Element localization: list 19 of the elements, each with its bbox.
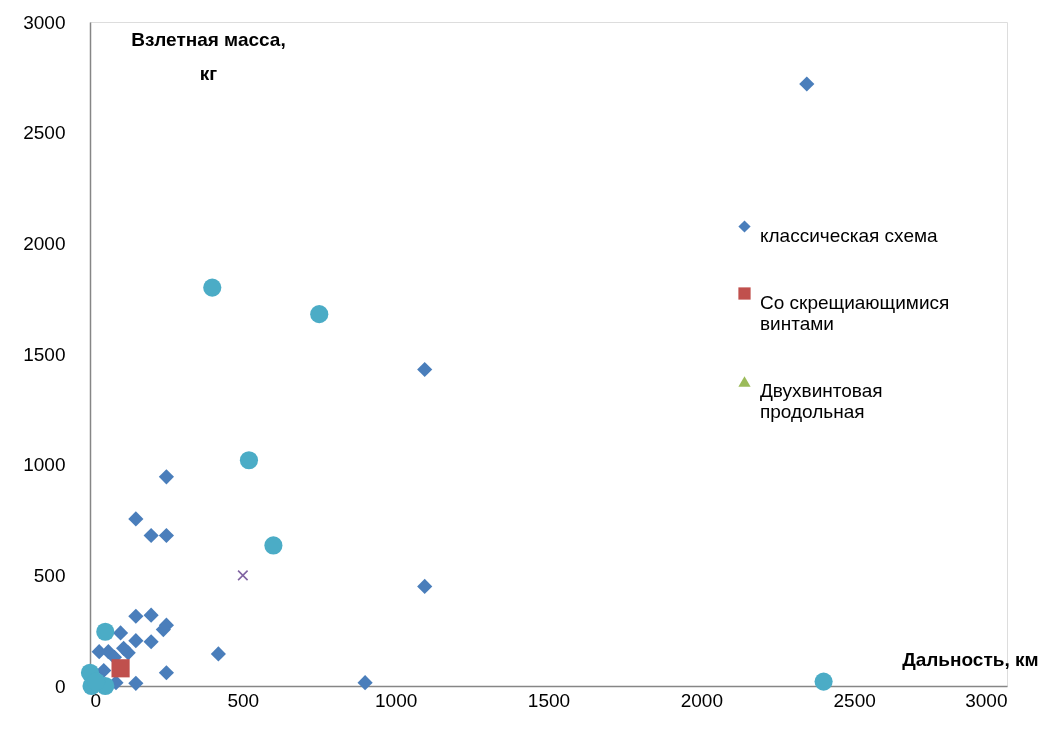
- y-tick-label: 2000: [23, 232, 66, 254]
- x-tick-label: 500: [227, 689, 260, 711]
- y-tick-label: 0: [54, 675, 66, 697]
- x-tick-label: 2000: [680, 689, 723, 711]
- x-tick-label: 0: [90, 689, 102, 711]
- legend-label: Двухвинтовая продольная: [760, 379, 883, 422]
- x-tick-label: 2500: [833, 689, 876, 711]
- x-axis-title: Дальность, км: [902, 648, 1039, 670]
- y-tick-label: 2500: [23, 122, 66, 144]
- x-tick-label: 3000: [965, 689, 1008, 711]
- x-tick-label: 1000: [375, 689, 418, 711]
- x-tick-label: 1500: [527, 689, 571, 711]
- y-tick-label: 1500: [23, 343, 66, 365]
- y-tick-label: 1000: [23, 454, 66, 476]
- legend-label: классическая схема: [760, 224, 939, 246]
- y-tick-label: 500: [33, 564, 66, 586]
- y-tick-label: 3000: [23, 11, 66, 33]
- legend-label: Со скрещиающимися винтами: [760, 291, 950, 334]
- y-axis-title: Взлетная масса, кг: [131, 28, 286, 84]
